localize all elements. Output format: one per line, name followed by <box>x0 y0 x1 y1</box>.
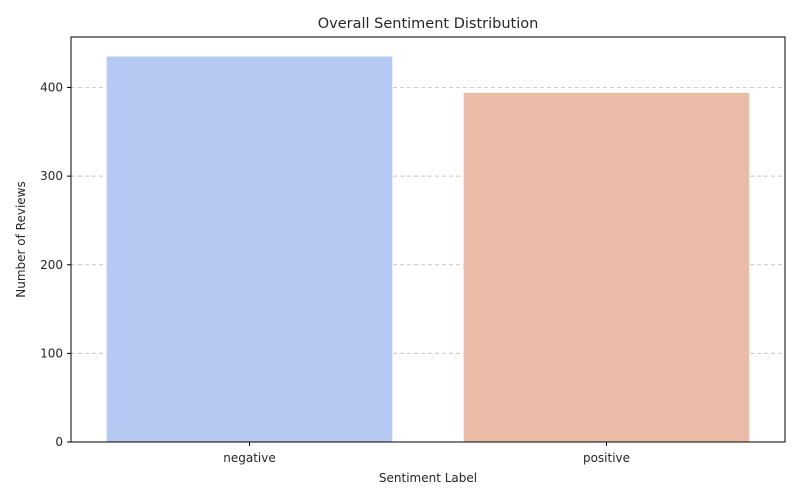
x-tick-label: negative <box>223 451 275 465</box>
y-tick-label: 400 <box>40 81 63 95</box>
y-tick-label: 0 <box>55 435 63 449</box>
y-tick-label: 200 <box>40 258 63 272</box>
x-axis-ticks: negative positive <box>223 442 630 465</box>
y-axis-ticks: 0 100 200 300 400 <box>40 81 71 449</box>
bar-negative <box>106 56 393 443</box>
bar-positive <box>463 92 750 442</box>
y-tick-label: 300 <box>40 169 63 183</box>
x-tick-label: positive <box>583 451 630 465</box>
y-tick-label: 100 <box>40 346 63 360</box>
chart-title: Overall Sentiment Distribution <box>318 16 539 32</box>
x-axis-label: Sentiment Label <box>379 471 477 485</box>
y-axis-label: Number of Reviews <box>14 181 28 297</box>
plot-area-frame <box>70 36 786 443</box>
bars <box>106 56 750 443</box>
